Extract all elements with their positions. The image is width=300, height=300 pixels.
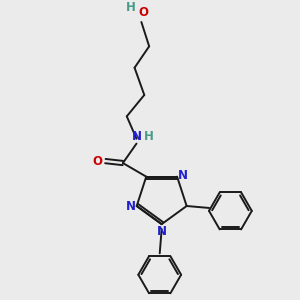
Text: O: O (92, 154, 103, 168)
Text: N: N (178, 169, 188, 182)
Text: H: H (144, 130, 154, 142)
Text: H: H (126, 1, 136, 14)
Text: N: N (126, 200, 136, 212)
Text: N: N (131, 130, 142, 142)
Text: O: O (138, 6, 148, 19)
Text: N: N (157, 225, 167, 238)
